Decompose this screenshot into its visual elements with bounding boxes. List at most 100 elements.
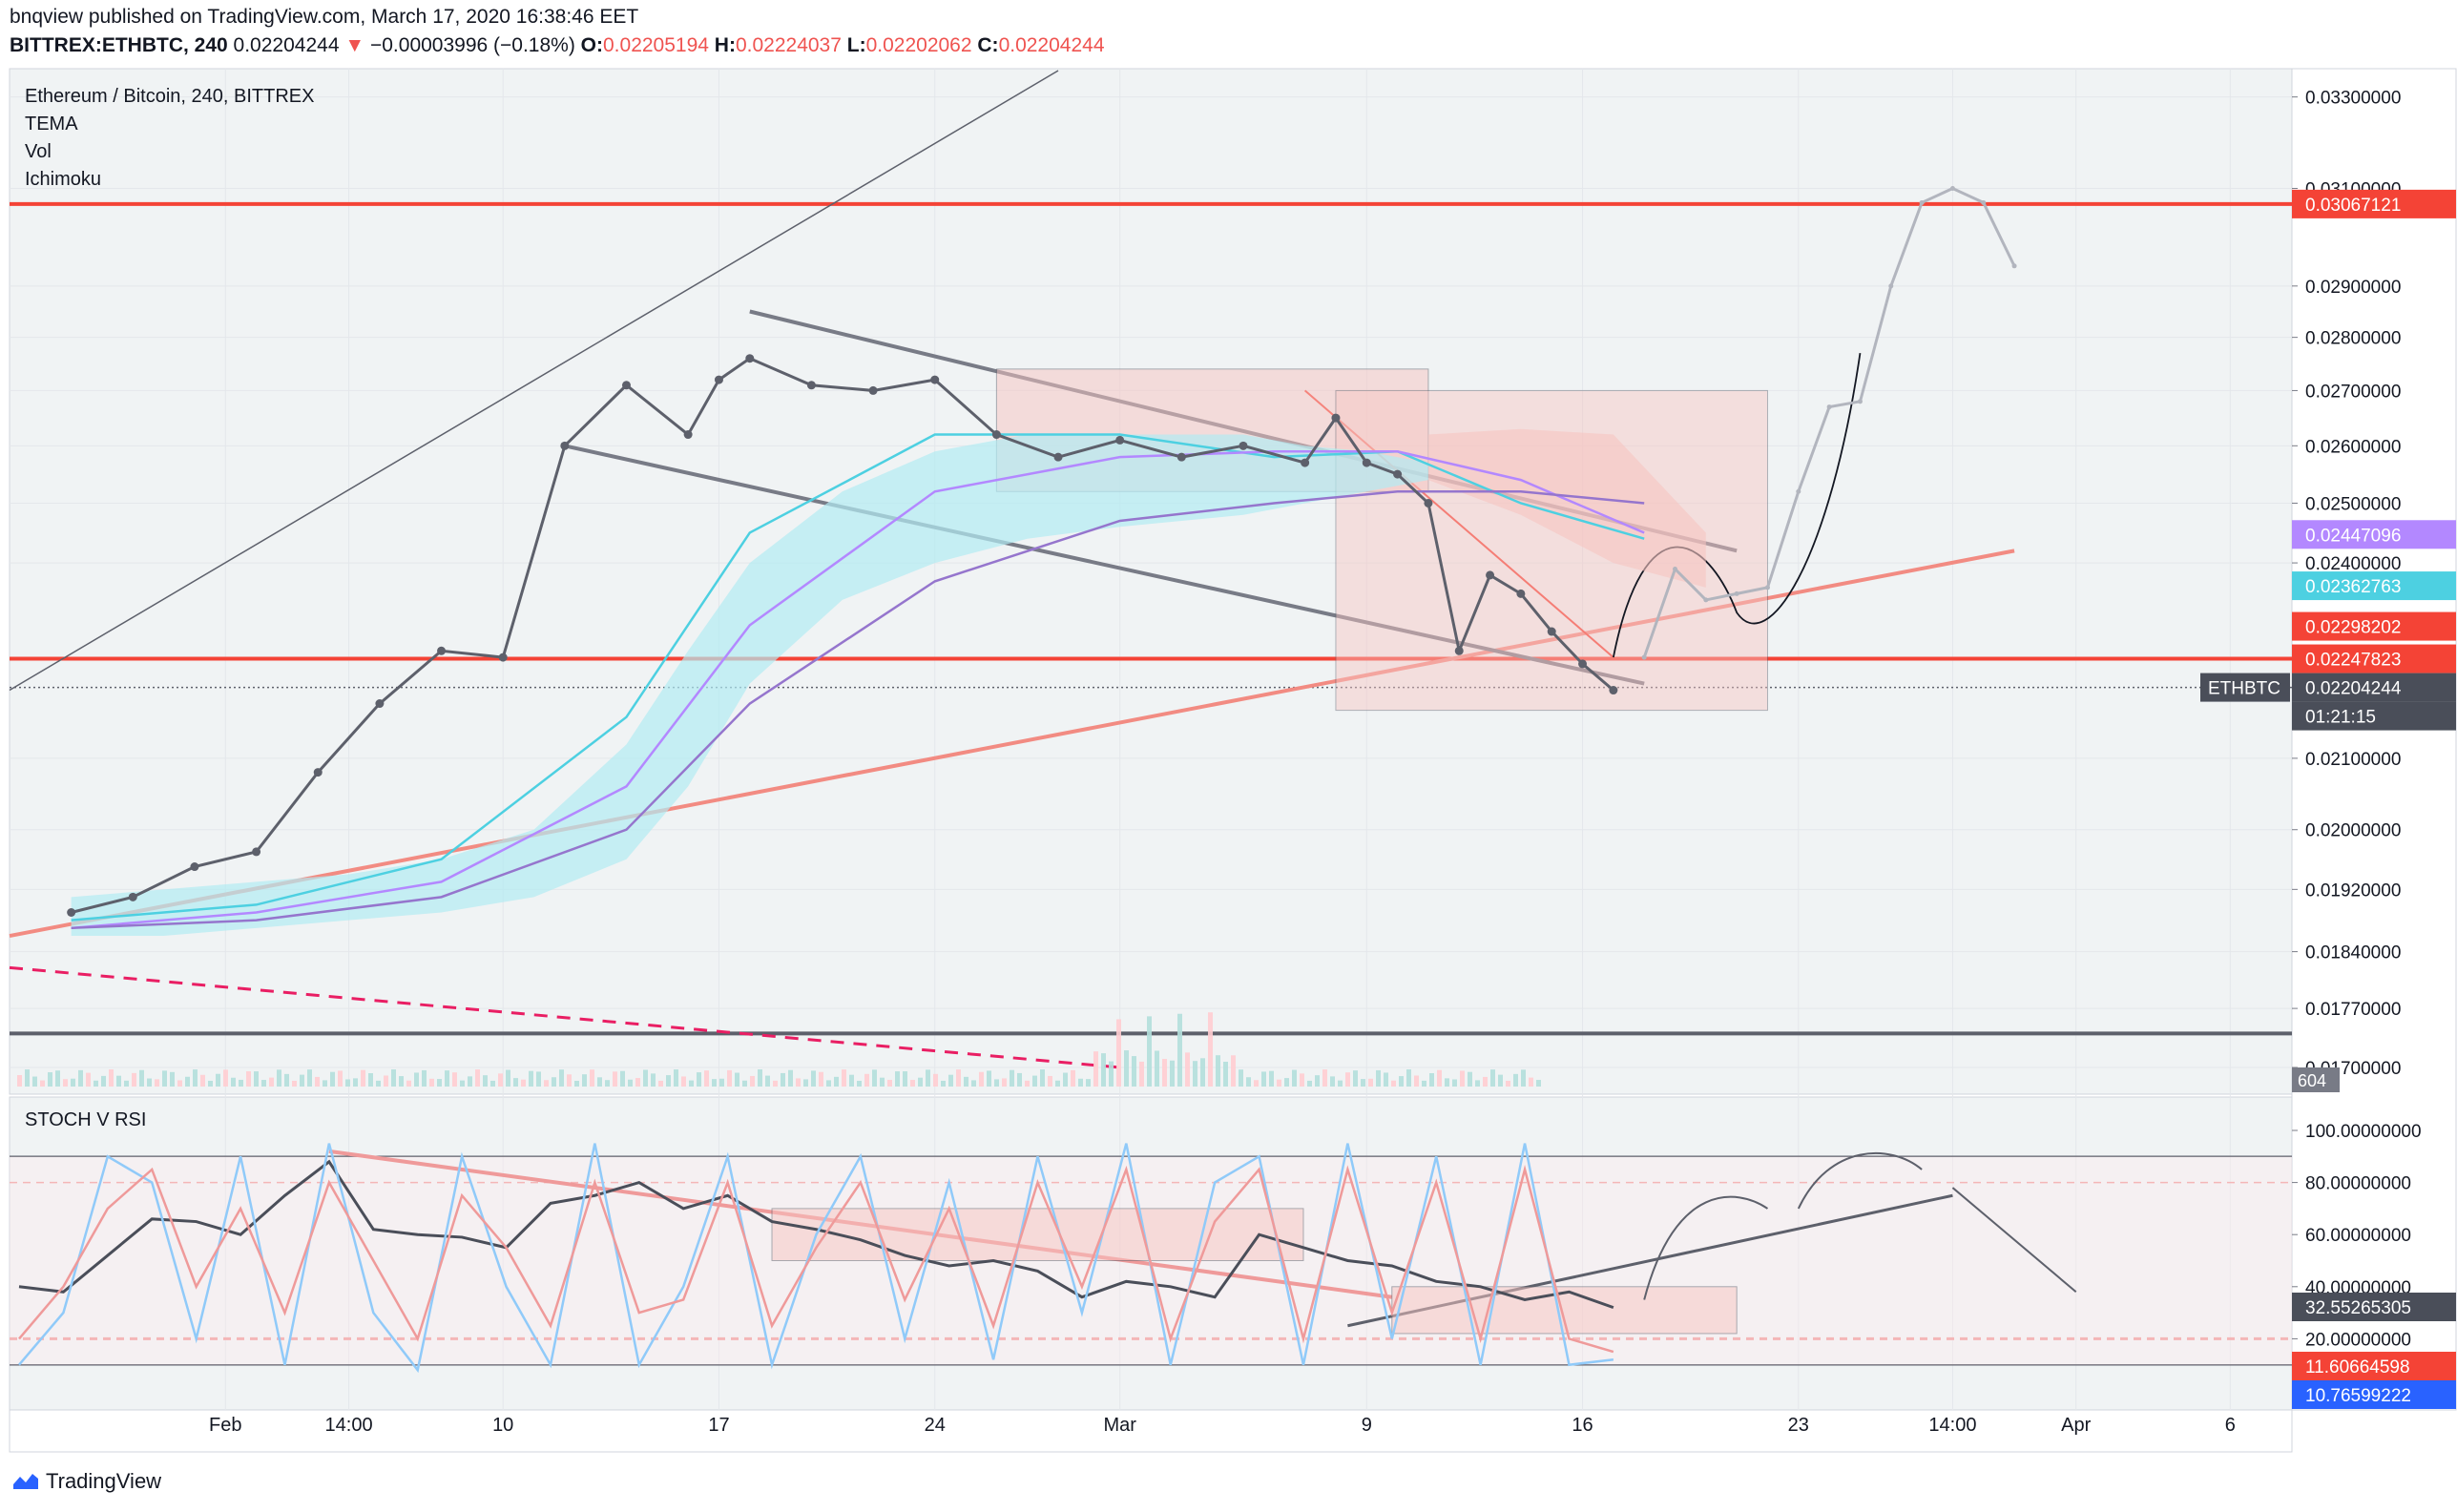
stoch-curve-arrow-2: [1797, 1152, 1923, 1210]
volume-bar: [1208, 1012, 1213, 1087]
volume-bar: [361, 1069, 365, 1087]
volume-bar: [48, 1072, 52, 1087]
volume-bar: [1139, 1061, 1144, 1087]
legend-tema[interactable]: TEMA: [25, 114, 78, 135]
volume-bar: [834, 1076, 839, 1087]
footer-brand[interactable]: TradingView: [11, 1469, 161, 1494]
volume-bar: [788, 1069, 793, 1087]
volume-bar: [956, 1069, 961, 1087]
volume-bar: [216, 1073, 220, 1087]
projection-point: [1641, 654, 1647, 660]
volume-bar: [941, 1080, 946, 1087]
symbol-label[interactable]: BITTREX:ETHBTC, 240: [10, 34, 228, 56]
volume-bar: [452, 1072, 457, 1087]
volume-bar: [933, 1073, 938, 1087]
projection-point: [1703, 597, 1709, 603]
volume-bar: [1155, 1050, 1159, 1087]
y-tick-label: 0.03300000: [2305, 89, 2401, 109]
volume-bar: [987, 1070, 991, 1087]
volume-bar: [704, 1070, 709, 1087]
stoch-y-tick-label: 100.00000000: [2305, 1122, 2422, 1142]
volume-bar: [1437, 1069, 1442, 1087]
volume-bar: [269, 1077, 274, 1087]
volume-bar: [567, 1074, 572, 1087]
volume-bar: [208, 1080, 213, 1087]
volume-bar: [1132, 1056, 1136, 1087]
price-point: [868, 385, 878, 395]
price-point: [991, 430, 1001, 440]
volume-bar: [1376, 1069, 1381, 1087]
x-tick-label: 24: [925, 1415, 946, 1436]
volume-bar: [1368, 1078, 1373, 1087]
price-axis[interactable]: [2291, 68, 2457, 1411]
volume-bar: [918, 1077, 923, 1087]
volume-bar: [513, 1078, 518, 1087]
volume-bar: [155, 1079, 159, 1087]
volume-bar: [964, 1076, 968, 1087]
volume-bar: [1300, 1073, 1304, 1087]
price-tags: 0.03067121 0.02447096 0.02362763 0.02298202…: [2200, 189, 2456, 1409]
volume-bar: [109, 1069, 114, 1087]
volume-bar: [445, 1070, 449, 1087]
stoch-rsi-legend[interactable]: STOCH V RSI: [25, 1109, 147, 1130]
volume-bar: [32, 1076, 37, 1087]
volume-bar: [574, 1080, 579, 1087]
volume-bar: [1071, 1069, 1075, 1087]
price-point: [1486, 570, 1495, 580]
y-tick-label: 0.01840000: [2305, 943, 2401, 963]
projection-point: [1796, 488, 1801, 494]
volume-bar: [994, 1079, 999, 1087]
projection-point: [1764, 585, 1770, 590]
volume-bar: [147, 1078, 152, 1087]
main-legend-title[interactable]: Ethereum / Bitcoin, 240, BITTREX: [25, 86, 315, 107]
volume-bar: [1101, 1053, 1106, 1087]
volume-bar: [681, 1076, 686, 1087]
volume-bar: [872, 1069, 877, 1087]
legend-ichimoku[interactable]: Ichimoku: [25, 169, 102, 190]
time-axis[interactable]: [9, 1409, 2293, 1453]
volume-bar: [1025, 1080, 1030, 1087]
stoch-rsi-line: [18, 1159, 1614, 1310]
volume-bar: [384, 1075, 388, 1087]
volume-bar: [765, 1075, 770, 1087]
price-tag-bg: [2292, 520, 2456, 549]
volume-bar: [17, 1075, 22, 1087]
volume-bar: [842, 1069, 846, 1087]
price-point: [560, 441, 570, 450]
volume-bar: [254, 1071, 259, 1087]
volume-bar: [910, 1079, 915, 1087]
y-tick-label: 0.02400000: [2305, 554, 2401, 574]
legend-vol[interactable]: Vol: [25, 141, 52, 162]
projection-point: [1857, 399, 1863, 404]
volume-bar: [635, 1078, 640, 1087]
volume-bar: [620, 1070, 625, 1087]
price-tag-bg: [2292, 571, 2456, 601]
stoch-tag-bg: [2292, 1293, 2456, 1321]
volume-bar: [1200, 1058, 1205, 1087]
volume-bar: [231, 1077, 236, 1087]
volume-bar: [1269, 1070, 1274, 1087]
volume-bar: [193, 1069, 198, 1087]
volume-bar: [162, 1070, 167, 1087]
x-tick-label: Apr: [2061, 1415, 2091, 1436]
volume-bar: [773, 1080, 778, 1087]
volume-bar: [1093, 1051, 1098, 1087]
ichimoku-cloud: [71, 434, 1428, 937]
volume-bar: [1078, 1078, 1083, 1087]
y-tick-label: 0.02600000: [2305, 437, 2401, 457]
main-pane[interactable]: [9, 68, 2293, 1095]
volume-bar: [300, 1074, 304, 1087]
volume-bar: [597, 1077, 602, 1087]
close-value: 0.02204244: [998, 34, 1105, 56]
volume-bar: [857, 1080, 862, 1087]
volume-bar: [223, 1069, 228, 1087]
volume-bar: [185, 1076, 190, 1087]
x-tick-label: 9: [1362, 1415, 1372, 1436]
volume-bar: [1055, 1080, 1060, 1087]
volume-bar: [1239, 1069, 1243, 1087]
projection-point: [1826, 404, 1832, 410]
volume-bar: [1406, 1069, 1411, 1087]
volume-bar: [1116, 1019, 1121, 1087]
price-point: [67, 907, 76, 917]
